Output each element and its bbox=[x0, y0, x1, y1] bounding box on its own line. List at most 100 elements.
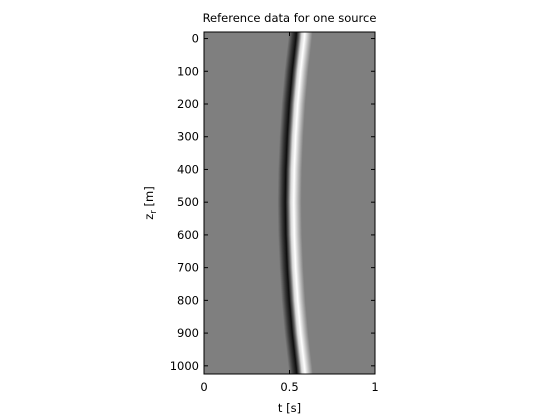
wavelet-strip bbox=[277, 226, 302, 228]
wavelet-strip bbox=[281, 104, 306, 106]
wavelet-strip bbox=[285, 62, 310, 64]
wavelet-strip bbox=[277, 186, 302, 188]
wavelet-strip bbox=[279, 260, 304, 262]
wavelet-strip bbox=[277, 184, 302, 186]
wavelet-strip bbox=[283, 76, 308, 78]
wavelet-strip bbox=[279, 129, 304, 131]
wavelet-strip bbox=[288, 38, 313, 40]
wavelet-strip bbox=[286, 53, 311, 55]
wavelet-strip bbox=[286, 50, 311, 52]
wavelet-strip bbox=[277, 175, 302, 177]
wavelet-strip bbox=[277, 196, 302, 198]
wavelet-strip bbox=[277, 216, 302, 218]
wavelet-strip bbox=[281, 101, 306, 103]
wavelet-strip bbox=[277, 190, 302, 192]
wavelet-strip bbox=[277, 178, 302, 180]
wavelet-strip bbox=[281, 98, 306, 100]
wavelet-strip bbox=[279, 128, 304, 130]
wavelet-strip bbox=[277, 179, 302, 181]
wavelet-strip bbox=[281, 296, 306, 298]
wavelet-strip bbox=[277, 201, 302, 203]
wavelet-strip bbox=[280, 119, 305, 121]
wavelet-strip bbox=[279, 268, 304, 270]
wavelet-strip bbox=[278, 148, 303, 150]
wavelet-strip bbox=[281, 109, 306, 111]
wavelet-strip bbox=[282, 317, 307, 319]
wavelet-strip bbox=[283, 319, 308, 321]
wavelet-strip bbox=[278, 155, 303, 157]
wavelet-strip bbox=[280, 125, 305, 127]
wavelet-strip bbox=[282, 88, 307, 90]
wavelet-strip bbox=[285, 64, 310, 66]
wavelet-strip bbox=[280, 284, 305, 286]
wavelet-strip bbox=[282, 89, 307, 91]
wavelet-strip bbox=[277, 206, 302, 208]
wavelet-strip bbox=[287, 356, 312, 358]
wavelet-strip bbox=[287, 364, 312, 366]
wavelet-strip bbox=[277, 188, 302, 190]
wavelet-strip bbox=[283, 325, 308, 327]
wavelet-strip bbox=[280, 111, 305, 113]
wavelet-strip bbox=[287, 357, 312, 359]
wavelet-strip bbox=[277, 228, 302, 230]
wavelet-strip bbox=[282, 93, 307, 95]
wavelet-strip bbox=[278, 235, 303, 237]
wavelet-strip bbox=[280, 291, 305, 293]
wavelet-strip bbox=[283, 320, 308, 322]
wavelet-strip bbox=[286, 351, 311, 353]
wavelet-strip bbox=[285, 60, 310, 62]
wavelet-strip bbox=[280, 292, 305, 294]
wavelet-strip bbox=[278, 238, 303, 240]
wavelet-strip bbox=[281, 295, 306, 297]
x-tick-label: 1 bbox=[371, 380, 378, 394]
wavelet-strip bbox=[282, 309, 307, 311]
wavelet-strip bbox=[280, 124, 305, 126]
wavelet-strip bbox=[284, 335, 309, 337]
wavelet-strip bbox=[280, 116, 305, 118]
wavelet-strip bbox=[279, 274, 304, 276]
wavelet-strip bbox=[278, 171, 302, 173]
wavelet-strip bbox=[282, 94, 307, 96]
wavelet-strip bbox=[282, 90, 307, 92]
wavelet-strip bbox=[278, 236, 303, 238]
wavelet-strip bbox=[278, 167, 303, 169]
wavelet-strip bbox=[283, 78, 308, 80]
y-axis-label-main: z bbox=[142, 214, 156, 220]
wavelet-strip bbox=[279, 276, 304, 278]
wavelet-strip bbox=[286, 56, 311, 58]
wavelet-strip bbox=[283, 324, 308, 326]
wavelet-strip bbox=[284, 329, 308, 331]
wavelet-strip bbox=[283, 323, 308, 325]
wavelet-strip bbox=[283, 75, 308, 77]
wavelet-strip bbox=[281, 105, 306, 107]
wavelet-strip bbox=[277, 202, 302, 204]
wavelet-strip bbox=[286, 55, 311, 57]
wavelet-strip bbox=[278, 162, 303, 164]
wavelet-strip bbox=[278, 170, 302, 172]
wavelet-strip bbox=[277, 219, 302, 221]
wavelet-strip bbox=[283, 80, 308, 82]
wavelet-strip bbox=[287, 44, 312, 46]
wavelet-strip bbox=[279, 270, 304, 272]
wavelet-strip bbox=[281, 303, 306, 305]
wavelet-strip bbox=[279, 273, 304, 275]
wavelet-strip bbox=[277, 214, 302, 216]
wavelet-strip bbox=[281, 110, 305, 112]
wavelet-strip bbox=[278, 256, 303, 258]
y-tick-label: 800 bbox=[177, 293, 199, 307]
wavelet-strip bbox=[285, 340, 310, 342]
wavelet-strip bbox=[281, 305, 306, 307]
wavelet-strip bbox=[278, 163, 303, 165]
wavelet-strip bbox=[286, 354, 311, 356]
wavelet-strip bbox=[286, 349, 311, 351]
wavelet-strip bbox=[279, 137, 304, 139]
y-axis-label: zr [m] bbox=[142, 186, 159, 219]
wavelet-strip bbox=[278, 151, 303, 153]
y-axis: 0 100 200 300 400 500 600 700 800 900 1000 bbox=[170, 32, 375, 373]
wavelet-strip bbox=[279, 141, 304, 143]
y-axis-label-sub: r bbox=[149, 210, 159, 214]
wavelet-strip bbox=[278, 232, 302, 234]
wavelet-strip bbox=[286, 347, 310, 349]
wavelet-strip bbox=[279, 271, 304, 273]
wavelet-strip bbox=[285, 58, 310, 60]
